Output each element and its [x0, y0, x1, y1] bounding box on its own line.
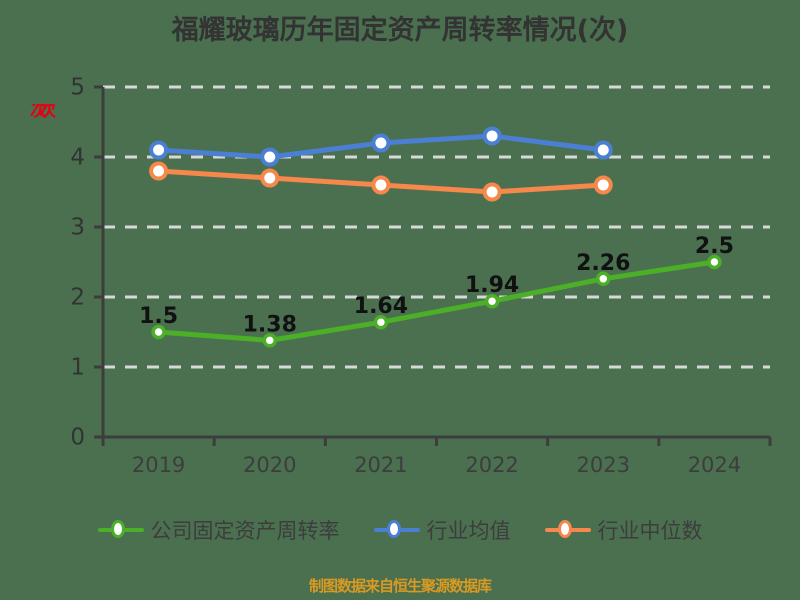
legend-marker-company	[97, 519, 144, 541]
data-point[interactable]	[371, 175, 391, 195]
source-note: 制图数据来自恒生聚源数据库	[308, 577, 492, 595]
x-axis-tick-label: 2024	[688, 453, 741, 477]
data-point[interactable]	[151, 324, 166, 340]
data-point[interactable]	[262, 333, 277, 348]
legend-item-industry-median[interactable]: 行业中位数	[544, 515, 703, 545]
data-point[interactable]	[371, 133, 391, 153]
x-axis-tick-label: 2022	[465, 453, 518, 477]
data-point[interactable]	[482, 126, 502, 146]
x-axis-tick-label: 2019	[132, 453, 185, 477]
legend-marker-industry-average	[373, 519, 420, 541]
legend-marker-industry-median	[544, 519, 591, 541]
y-axis-tick-label: 4	[70, 145, 85, 171]
data-point[interactable]	[593, 175, 613, 195]
data-point[interactable]	[482, 182, 502, 202]
x-axis-tick-label: 2023	[577, 453, 630, 477]
y-axis-tick-label: 5	[70, 75, 85, 101]
data-point[interactable]	[593, 140, 613, 160]
legend-label-industry-median: 行业中位数	[597, 519, 703, 543]
chart-legend: 公司固定资产周转率 行业均值 行业中位数	[0, 515, 800, 545]
y-axis-tick-label: 0	[70, 425, 85, 451]
x-axis-tick-label: 2020	[243, 453, 296, 477]
chart-title: 福耀玻璃历年固定资产周转率情况(次)	[171, 15, 629, 46]
legend-label-industry-average: 行业均值	[426, 519, 511, 543]
y-axis-tick-label: 1	[70, 355, 85, 381]
data-point[interactable]	[260, 147, 280, 167]
x-axis-tick-label: 2021	[354, 453, 407, 477]
y-axis-tick-label: 3	[70, 215, 85, 241]
data-point[interactable]	[596, 271, 611, 287]
legend-label-company: 公司固定资产周转率	[150, 519, 340, 543]
data-point[interactable]	[707, 254, 722, 270]
y-axis-tick-label: 2	[70, 285, 85, 311]
legend-item-company[interactable]: 公司固定资产周转率	[97, 515, 340, 545]
y-axis-unit-overlay: 次次	[30, 104, 56, 121]
data-point[interactable]	[149, 140, 169, 160]
data-point[interactable]	[484, 293, 500, 309]
legend-item-industry-average[interactable]: 行业均值	[373, 515, 511, 545]
data-point[interactable]	[149, 161, 169, 181]
series-line-0	[156, 259, 717, 343]
data-point[interactable]	[373, 314, 389, 330]
data-point[interactable]	[260, 168, 280, 188]
